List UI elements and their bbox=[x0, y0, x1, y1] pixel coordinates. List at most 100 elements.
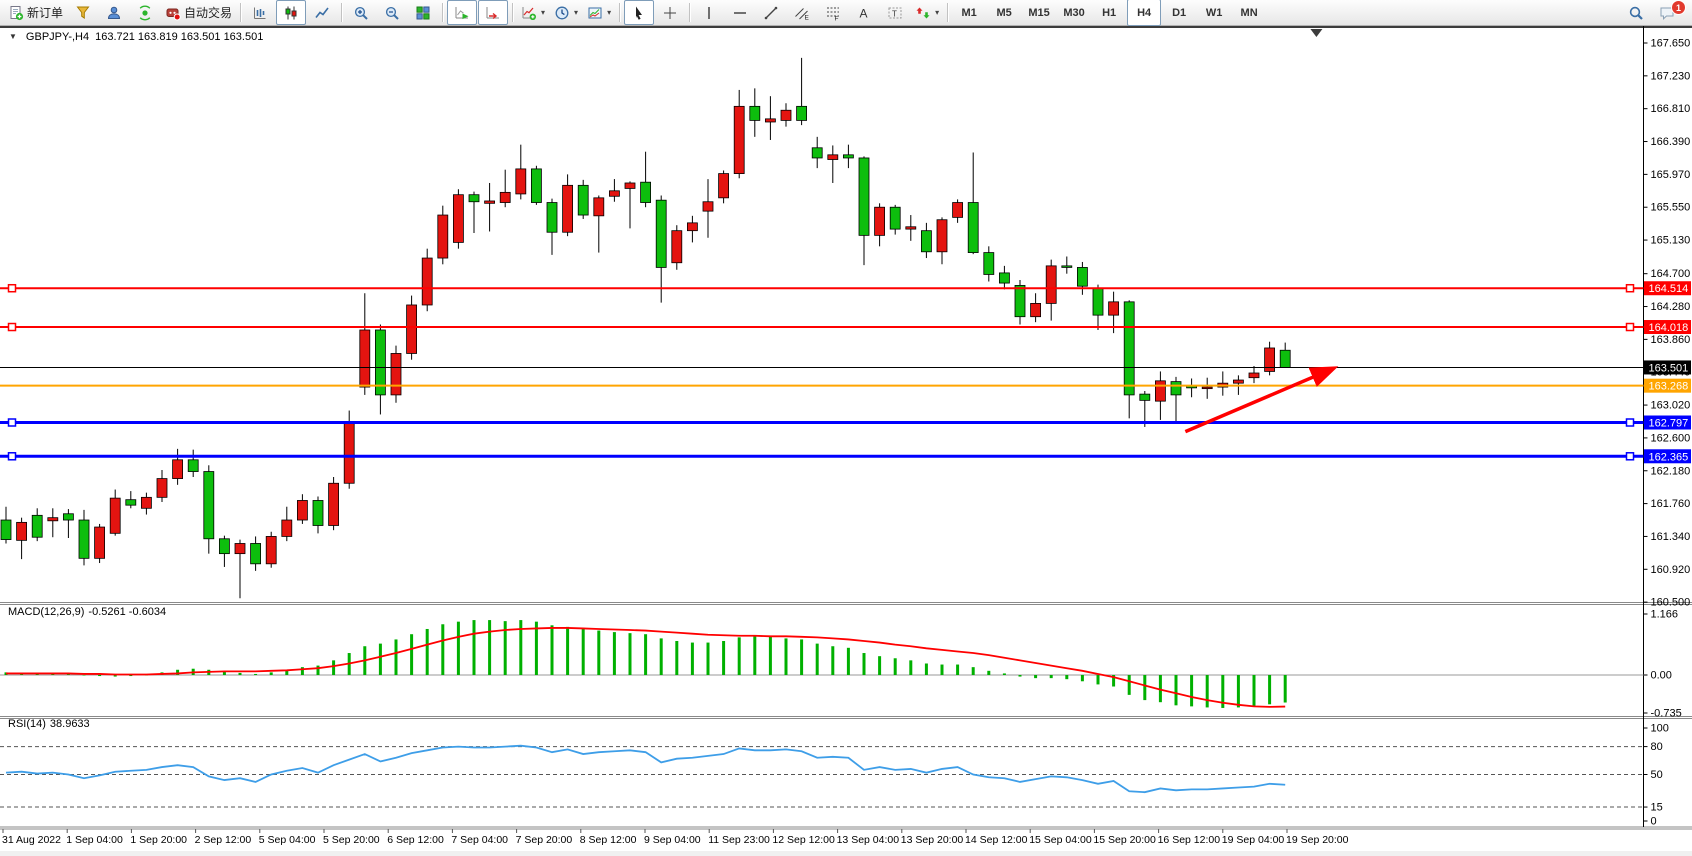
auto-scroll-button[interactable] bbox=[447, 0, 478, 25]
timeframe-d1-button[interactable]: D1 bbox=[1172, 6, 1187, 19]
chart-canvas[interactable]: 167.650 167.230 166.810 166.390 165.970 165.5… bbox=[0, 26, 1692, 851]
resistance-line-1-handle[interactable] bbox=[7, 283, 17, 293]
horizontal-line-icon bbox=[734, 11, 747, 14]
macd-indicator-label: MACD(12,26,9) -0.5261 -0.6034 bbox=[8, 606, 167, 618]
support-line-1-handle[interactable] bbox=[1625, 418, 1635, 427]
new-order-icon bbox=[10, 5, 24, 20]
price-tick: 163.020 bbox=[1651, 400, 1691, 412]
line-chart-mode-button[interactable] bbox=[307, 0, 337, 25]
horizontal-line-button[interactable] bbox=[725, 0, 755, 25]
timeframe-h1-button[interactable]: H1 bbox=[1102, 6, 1117, 19]
timeframe-m5-button[interactable]: M5 bbox=[996, 6, 1012, 19]
timeframe-m15-button[interactable]: M15 bbox=[1028, 6, 1050, 19]
toolbar-separator bbox=[240, 3, 242, 22]
vertical-line-button[interactable] bbox=[694, 0, 724, 25]
timeframe-h4-button[interactable]: H4 bbox=[1127, 0, 1162, 26]
text-icon: A bbox=[860, 6, 868, 20]
support-line-2-handle[interactable] bbox=[7, 452, 17, 461]
signal-icon bbox=[139, 5, 151, 20]
price-tick: 162.180 bbox=[1651, 465, 1691, 477]
support-line-2-handle[interactable] bbox=[1625, 452, 1635, 461]
time-tick: 13 Sep 04:00 bbox=[837, 834, 900, 846]
resistance-line-2-handle[interactable] bbox=[1625, 322, 1635, 332]
tile-windows-button[interactable] bbox=[408, 0, 438, 25]
resistance-line-1-handle[interactable] bbox=[1625, 283, 1635, 293]
vertical-line-icon bbox=[708, 6, 710, 19]
zoom-in-icon bbox=[354, 6, 368, 20]
crosshair-button[interactable] bbox=[655, 0, 685, 25]
chevron-down-icon: ▾ bbox=[935, 8, 940, 17]
zoom-out-icon bbox=[385, 6, 399, 20]
chart-shift-button[interactable] bbox=[478, 0, 509, 25]
channel-icon: E bbox=[795, 7, 810, 21]
macd-signal-line bbox=[6, 627, 1286, 708]
price-tick: 164.280 bbox=[1651, 301, 1691, 313]
time-tick: 16 Sep 12:00 bbox=[1158, 834, 1221, 846]
macd-scale-tick: -0.735 bbox=[1651, 708, 1682, 720]
periods-button[interactable]: ▾ bbox=[550, 0, 582, 25]
current-price-line-price-label: 163.501 bbox=[1649, 362, 1689, 374]
chart-collapse-button[interactable]: ▼ bbox=[9, 32, 17, 41]
text-label-button[interactable]: T bbox=[880, 0, 910, 25]
macd-scale-tick: 1.166 bbox=[1651, 609, 1679, 621]
price-tick: 161.760 bbox=[1651, 498, 1691, 510]
rsi-scale-tick: 100 bbox=[1651, 723, 1669, 735]
quotes-button[interactable] bbox=[68, 0, 98, 25]
support-line-2-price-label: 162.365 bbox=[1649, 451, 1689, 463]
trend-arrow[interactable] bbox=[1184, 366, 1339, 434]
resistance-line-1-price-label: 164.514 bbox=[1649, 283, 1689, 295]
price-tick: 164.700 bbox=[1651, 268, 1691, 280]
macd-values: -0.5261 -0.6034 bbox=[88, 606, 167, 618]
cursor-icon bbox=[636, 6, 643, 20]
market-signal-button[interactable] bbox=[130, 0, 160, 25]
funnel-icon bbox=[76, 6, 90, 19]
horizontal-line-objects[interactable] bbox=[0, 283, 1644, 461]
time-tick: 2 Sep 12:00 bbox=[195, 834, 252, 846]
zoom-in-button[interactable] bbox=[346, 0, 376, 25]
time-tick: 7 Sep 04:00 bbox=[451, 834, 508, 846]
rsi-value: 38.9633 bbox=[49, 718, 90, 730]
time-tick: 8 Sep 12:00 bbox=[580, 834, 637, 846]
time-tick: 15 Sep 20:00 bbox=[1093, 834, 1156, 846]
rsi-indicator-label: RSI(14) 38.9633 bbox=[8, 718, 90, 730]
indicators-icon bbox=[522, 6, 537, 20]
timeframe-mn-button[interactable]: MN bbox=[1240, 6, 1258, 19]
equidistant-channel-button[interactable]: E bbox=[787, 0, 817, 25]
zoom-out-button[interactable] bbox=[377, 0, 407, 25]
price-tick: 160.500 bbox=[1651, 597, 1691, 609]
time-tick: 1 Sep 20:00 bbox=[130, 834, 187, 846]
indicators-button[interactable]: ▾ bbox=[517, 0, 549, 25]
new-order-button[interactable]: 新订单 bbox=[4, 0, 67, 25]
profile-button[interactable] bbox=[99, 0, 129, 25]
autotrading-icon bbox=[166, 8, 181, 20]
bar-chart-mode-button[interactable] bbox=[245, 0, 275, 25]
price-tick: 165.970 bbox=[1651, 169, 1691, 181]
fibonacci-icon: F bbox=[827, 7, 840, 21]
auto-trading-button[interactable]: 自动交易 bbox=[161, 0, 236, 25]
candlestick-mode-button[interactable] bbox=[276, 0, 307, 25]
text-button[interactable]: A bbox=[849, 0, 879, 25]
rsi-scale-tick: 0 bbox=[1651, 816, 1657, 828]
toolbar-separator bbox=[442, 3, 444, 22]
cursor-button[interactable] bbox=[624, 0, 655, 25]
notifications-button[interactable]: 1 bbox=[1652, 0, 1686, 25]
chevron-down-icon: ▾ bbox=[574, 8, 579, 17]
timeframe-m30-button[interactable]: M30 bbox=[1063, 6, 1085, 19]
resistance-line-2-handle[interactable] bbox=[7, 322, 17, 332]
resistance-line-2-price-label: 164.018 bbox=[1649, 322, 1689, 334]
search-button[interactable] bbox=[1621, 0, 1651, 25]
time-tick: 31 Aug 2022 bbox=[2, 834, 61, 846]
price-tick: 165.130 bbox=[1651, 235, 1691, 247]
time-tick: 12 Sep 12:00 bbox=[772, 834, 835, 846]
price-label-boxes: 164.514 164.018 163.501 163.268 162.797 162.3… bbox=[1644, 281, 1691, 464]
price-tick: 167.650 bbox=[1651, 38, 1691, 50]
support-line-1-handle[interactable] bbox=[7, 418, 17, 427]
fibonacci-button[interactable]: F bbox=[818, 0, 848, 25]
trendline-button[interactable] bbox=[756, 0, 786, 25]
chart-window: 167.650 167.230 166.810 166.390 165.970 165.5… bbox=[0, 26, 1692, 851]
timeframe-m1-button[interactable]: M1 bbox=[961, 6, 977, 19]
price-tick: 167.230 bbox=[1651, 70, 1691, 82]
arrows-button[interactable]: ▾ bbox=[911, 0, 943, 25]
timeframe-w1-button[interactable]: W1 bbox=[1205, 6, 1223, 19]
templates-button[interactable]: ▾ bbox=[583, 0, 615, 25]
